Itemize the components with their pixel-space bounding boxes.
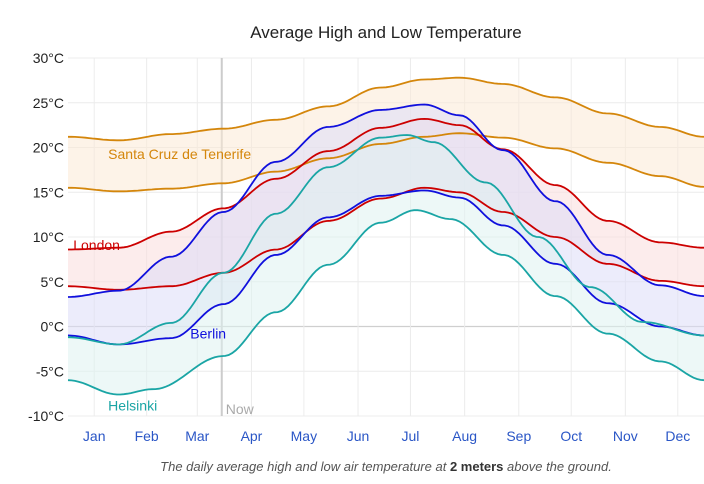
x-tick-label: Apr xyxy=(241,428,263,444)
line-low-helsinki xyxy=(67,209,704,396)
series-label-london: London xyxy=(73,237,120,253)
x-tick-label: May xyxy=(291,428,317,444)
x-tick-label: Jul xyxy=(402,428,420,444)
y-tick-label: 5°C xyxy=(41,274,65,290)
x-axis: Jan Feb Mar Apr May Jun Jul Aug Sep Oct Nov Dec xyxy=(83,428,690,444)
line-low-london xyxy=(67,186,704,291)
y-axis: -10°C -5°C 0°C 5°C 10°C 15°C 20°C 25°C 30°C xyxy=(28,50,64,424)
series-label-helsinki: Helsinki xyxy=(108,397,157,413)
y-tick-label: -10°C xyxy=(28,408,64,424)
chart-caption: The daily average high and low air tempe… xyxy=(160,459,612,474)
line-low-berlin xyxy=(67,189,704,346)
x-tick-label: Nov xyxy=(613,428,638,444)
y-tick-label: 20°C xyxy=(33,140,64,156)
x-tick-label: Sep xyxy=(506,428,531,444)
x-tick-label: Oct xyxy=(560,428,582,444)
line-low-santa-cruz-de-tenerife xyxy=(68,132,704,193)
line-high-helsinki xyxy=(67,134,704,346)
series-label-berlin: Berlin xyxy=(190,326,226,342)
now-marker-label: Now xyxy=(226,401,255,417)
y-tick-label: 10°C xyxy=(33,229,64,245)
x-tick-label: Aug xyxy=(452,428,477,444)
caption-pre: The daily average high and low air tempe… xyxy=(160,459,450,474)
x-tick-label: Mar xyxy=(185,428,209,444)
line-high-santa-cruz-de-tenerife xyxy=(68,76,704,142)
series-label-santa-cruz-de-tenerife: Santa Cruz de Tenerife xyxy=(108,146,251,162)
x-tick-label: Dec xyxy=(665,428,690,444)
caption-value: 2 meters xyxy=(450,459,503,474)
y-tick-label: -5°C xyxy=(36,363,64,379)
band-helsinki xyxy=(68,135,704,395)
chart-title: Average High and Low Temperature xyxy=(250,23,522,42)
series-labels: Now Santa Cruz de Tenerife London Berlin Hel… xyxy=(73,146,254,417)
line-high-berlin xyxy=(67,103,704,298)
x-tick-label: Feb xyxy=(135,428,159,444)
x-tick-label: Jun xyxy=(347,428,370,444)
caption-post: above the ground. xyxy=(503,459,611,474)
y-tick-label: 25°C xyxy=(33,95,64,111)
x-tick-label: Jan xyxy=(83,428,106,444)
line-high-london xyxy=(68,117,704,251)
y-tick-label: 15°C xyxy=(33,184,64,200)
y-tick-label: 30°C xyxy=(33,50,64,66)
y-tick-label: 0°C xyxy=(41,319,65,335)
lines-layer xyxy=(67,76,704,396)
bands-layer xyxy=(68,77,704,395)
